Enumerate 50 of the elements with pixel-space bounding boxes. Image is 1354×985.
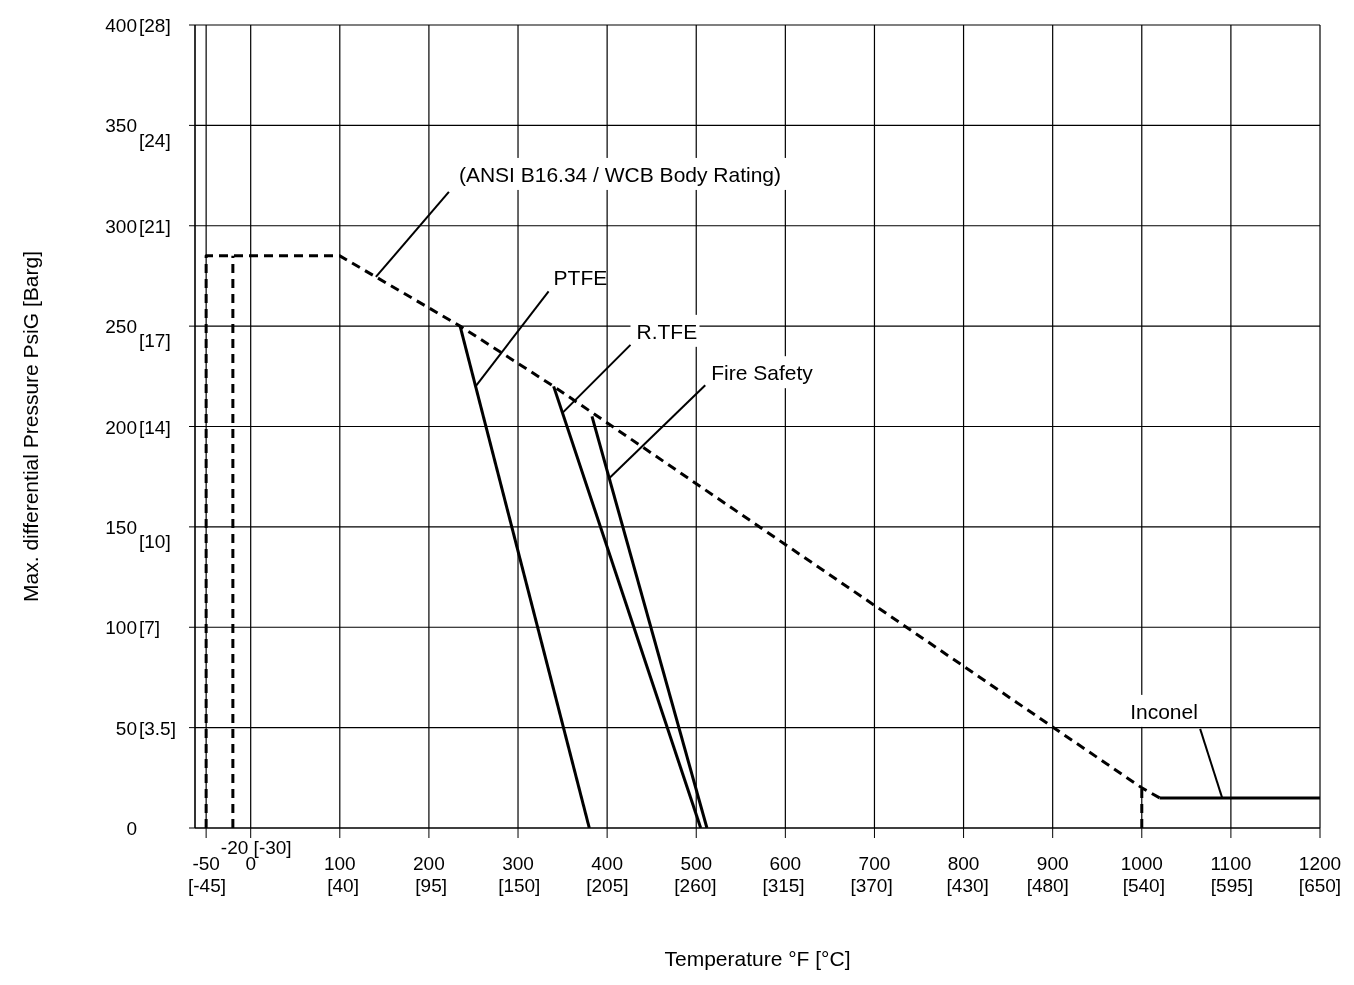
x2-tick-label: [480] bbox=[1026, 875, 1069, 896]
y-tick-label: 200 bbox=[105, 416, 137, 438]
y-tick-label: 300 bbox=[105, 215, 137, 237]
y2-tick-label: [14] bbox=[139, 416, 171, 438]
text: R.TFE bbox=[636, 319, 698, 343]
x-tick-label: 100 bbox=[323, 853, 356, 874]
x2-tick-label: [540] bbox=[1122, 875, 1165, 896]
y2-tick-label: [7] bbox=[139, 617, 161, 639]
y-tick-label: 350 bbox=[105, 115, 137, 137]
y2-tick-label: [28] bbox=[139, 15, 171, 36]
x2-tick-label: [650] bbox=[1298, 875, 1342, 896]
x-tick-label: 500 bbox=[680, 853, 713, 874]
y2-tick-label: [10] bbox=[139, 531, 171, 553]
x2-tick-label: [150] bbox=[498, 875, 541, 896]
y-tick-label: 50 bbox=[115, 717, 137, 739]
x-tick-label: 1100 bbox=[1210, 853, 1252, 874]
x-tick-label: 600 bbox=[769, 853, 802, 874]
x2-tick-label: [95] bbox=[415, 875, 448, 896]
x2-tick-label: [260] bbox=[674, 875, 717, 896]
x2-tick-label: [-45] bbox=[188, 875, 227, 896]
x2-tick-label: [315] bbox=[762, 875, 805, 896]
x2-tick-label: [370] bbox=[850, 875, 893, 896]
x-tick-label: 700 bbox=[858, 853, 891, 874]
y-tick-label: 400 bbox=[105, 15, 137, 36]
x-tick-label: 300 bbox=[502, 853, 534, 874]
y2-tick-label: [21] bbox=[139, 215, 171, 237]
x-tick-label: 400 bbox=[591, 853, 623, 874]
x2-tick-label: [430] bbox=[946, 875, 989, 896]
x2-tick-label: [595] bbox=[1210, 875, 1254, 896]
x-axis-title: Temperature °F [°C] bbox=[664, 947, 851, 970]
text: PTFE bbox=[553, 266, 608, 290]
x-tick-label: 800 bbox=[947, 853, 980, 874]
y2-tick-label: [3.5] bbox=[139, 717, 176, 739]
x-tick-label: -50 bbox=[192, 853, 220, 874]
y-axis-title: Max. differential Pressure PsiG [Barg] bbox=[19, 251, 42, 602]
text: (ANSI B16.34 / WCB Body Rating) bbox=[458, 162, 782, 186]
x-tick-label: 900 bbox=[1036, 853, 1069, 874]
x-tick-label: 200 bbox=[413, 853, 445, 874]
y-tick-label: 0 bbox=[126, 818, 137, 839]
y-tick-label: 100 bbox=[105, 617, 137, 639]
x-tick-label: 1200 bbox=[1298, 853, 1342, 874]
y-tick-label: 250 bbox=[105, 316, 137, 338]
y2-tick-label: [17] bbox=[139, 330, 171, 352]
text: Fire Safety bbox=[711, 361, 814, 385]
x2-tick-label: [205] bbox=[586, 875, 629, 896]
text: Inconel bbox=[1130, 699, 1198, 723]
x2-tick-label: [40] bbox=[327, 875, 359, 896]
y-tick-label: 150 bbox=[105, 516, 137, 538]
x-tick-label: 1000 bbox=[1120, 853, 1163, 874]
y2-tick-label: [24] bbox=[139, 129, 171, 151]
